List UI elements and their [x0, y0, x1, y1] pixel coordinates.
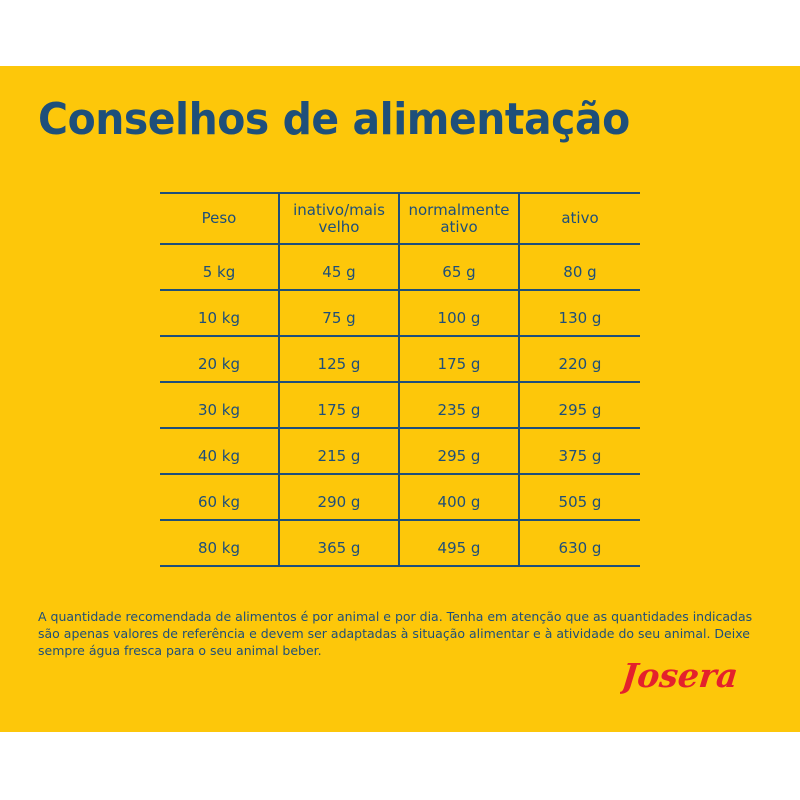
cell-inactive: 175 g — [279, 382, 400, 429]
cell-text: 5 kg — [202, 263, 236, 281]
cell-inactive: 215 g — [279, 428, 400, 475]
cell-text: 80 kg — [197, 539, 241, 557]
cell-text: 220 g — [558, 355, 602, 373]
cell-active: 295 g — [519, 382, 640, 429]
cell-text: 30 kg — [197, 401, 241, 419]
cell-inactive: 45 g — [279, 244, 400, 291]
feeding-table: Peso inativo/mais velho normalmente ativ… — [160, 192, 640, 567]
table-row: 80 kg 365 g 495 g 630 g — [160, 520, 640, 567]
josera-logo-graphic: Josera — [620, 656, 740, 695]
cell-active: 130 g — [519, 290, 640, 337]
cell-weight: 30 kg — [160, 382, 280, 429]
cell-text: 495 g — [437, 539, 481, 557]
table-row: 30 kg 175 g 235 g 295 g — [160, 382, 640, 429]
cell-text: 65 g — [442, 263, 476, 281]
cell-normal: 100 g — [399, 290, 520, 337]
cell-active: 220 g — [519, 336, 640, 383]
cell-normal: 400 g — [399, 474, 520, 521]
cell-normal: 495 g — [399, 520, 520, 567]
cell-inactive: 125 g — [279, 336, 400, 383]
cell-inactive: 290 g — [279, 474, 400, 521]
cell-text: 295 g — [437, 447, 481, 465]
cell-inactive: 75 g — [279, 290, 400, 337]
header-normal: normalmente ativo — [399, 192, 520, 245]
cell-text: 60 kg — [197, 493, 241, 511]
cell-text: 290 g — [317, 493, 361, 511]
cell-weight: 80 kg — [160, 520, 280, 567]
feeding-note: A quantidade recomendada de alimentos é … — [38, 609, 753, 658]
cell-active: 80 g — [519, 244, 640, 291]
cell-weight: 5 kg — [160, 244, 280, 291]
page-title: Conselhos de alimentação — [38, 94, 630, 145]
cell-weight: 20 kg — [160, 336, 280, 383]
cell-text: 40 kg — [197, 447, 241, 465]
table-row: 10 kg 75 g 100 g 130 g — [160, 290, 640, 337]
cell-text: 100 g — [437, 309, 481, 327]
cell-text: 10 kg — [197, 309, 241, 327]
cell-text: 365 g — [317, 539, 361, 557]
cell-text: 75 g — [322, 309, 356, 327]
header-weight: Peso — [160, 192, 280, 245]
cell-text: 505 g — [558, 493, 602, 511]
cell-normal: 175 g — [399, 336, 520, 383]
table-row: 60 kg 290 g 400 g 505 g — [160, 474, 640, 521]
cell-text: 45 g — [322, 263, 356, 281]
josera-logo-text: Josera — [620, 656, 740, 695]
cell-weight: 40 kg — [160, 428, 280, 475]
cell-weight: 10 kg — [160, 290, 280, 337]
cell-text: 80 g — [563, 263, 597, 281]
cell-inactive: 365 g — [279, 520, 400, 567]
cell-normal: 295 g — [399, 428, 520, 475]
cell-text: 400 g — [437, 493, 481, 511]
cell-text: 125 g — [317, 355, 361, 373]
table-row: 20 kg 125 g 175 g 220 g — [160, 336, 640, 383]
josera-logo: Josera — [620, 656, 762, 696]
cell-weight: 60 kg — [160, 474, 280, 521]
header-active: ativo — [519, 192, 640, 245]
cell-text: 235 g — [437, 401, 481, 419]
cell-normal: 235 g — [399, 382, 520, 429]
cell-active: 630 g — [519, 520, 640, 567]
cell-normal: 65 g — [399, 244, 520, 291]
feeding-panel: Conselhos de alimentação Peso inativo/ma… — [0, 66, 800, 732]
cell-text: 130 g — [558, 309, 602, 327]
table-header-row: Peso inativo/mais velho normalmente ativ… — [160, 192, 640, 245]
table-row: 40 kg 215 g 295 g 375 g — [160, 428, 640, 475]
cell-text: 20 kg — [197, 355, 241, 373]
table-row: 5 kg 45 g 65 g 80 g — [160, 244, 640, 291]
cell-active: 375 g — [519, 428, 640, 475]
cell-active: 505 g — [519, 474, 640, 521]
cell-text: 295 g — [558, 401, 602, 419]
cell-text: 215 g — [317, 447, 361, 465]
cell-text: 175 g — [317, 401, 361, 419]
cell-text: 175 g — [437, 355, 481, 373]
cell-text: 630 g — [558, 539, 602, 557]
header-inactive: inativo/mais velho — [279, 192, 400, 245]
cell-text: 375 g — [558, 447, 602, 465]
